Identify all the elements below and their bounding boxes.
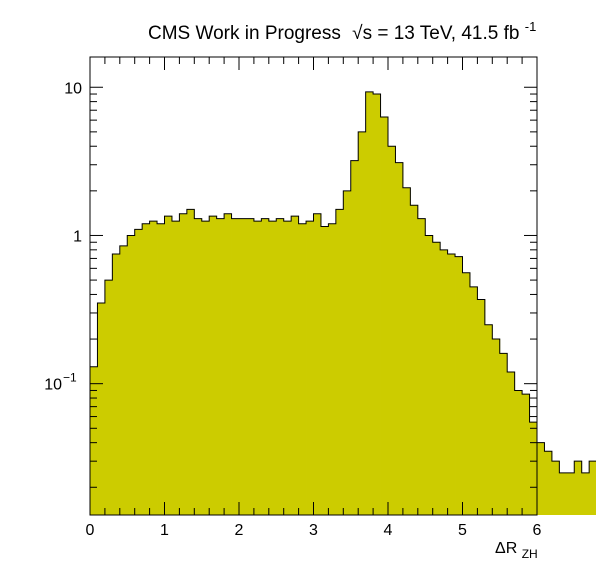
histogram-bin	[425, 235, 434, 515]
histogram-bin	[90, 366, 98, 515]
histogram-bin	[529, 422, 538, 515]
chart-title-lumi-exponent: -1	[525, 19, 537, 34]
histogram-bin	[313, 213, 322, 515]
histogram-bin	[402, 187, 411, 516]
histogram-bin	[484, 324, 493, 515]
y-tick-label-exponent: −1	[63, 371, 77, 385]
x-tick-label: 2	[235, 522, 244, 539]
histogram-bin	[574, 461, 583, 515]
histogram-bin	[231, 218, 240, 515]
histogram-bin	[350, 160, 359, 515]
histogram-bin	[298, 223, 307, 516]
chart-title-group: CMS Work in Progress √s = 13 TeV, 41.5 f…	[148, 19, 536, 44]
histogram-bin	[157, 223, 165, 516]
histogram-bin	[581, 472, 590, 515]
histogram-bin	[239, 218, 247, 515]
chart-title: CMS Work in Progress	[148, 23, 341, 44]
histogram-bin	[589, 461, 596, 515]
x-tick-label: 5	[458, 522, 467, 539]
histogram-bin	[537, 442, 545, 515]
histogram-bin	[469, 286, 478, 515]
histogram-bin	[171, 221, 180, 515]
histogram-bin	[261, 218, 270, 515]
chart-title-energy-lumi: √s = 13 TeV, 41.5 fb	[352, 23, 519, 44]
y-tick-label: 10	[44, 377, 62, 394]
histogram-bin	[373, 94, 381, 516]
histogram-bin	[514, 390, 523, 515]
histogram-bin	[209, 216, 218, 515]
histogram-bin	[224, 213, 232, 515]
histogram-bin	[358, 131, 367, 515]
histogram-bin	[559, 472, 568, 515]
histogram-bin	[194, 218, 203, 515]
histogram-bin	[507, 371, 516, 515]
histogram-bin	[283, 221, 292, 515]
x-tick-label: 6	[533, 522, 542, 539]
histogram-bin	[253, 221, 262, 515]
y-tick-label: 1	[73, 228, 82, 245]
x-tick-label: 3	[309, 522, 318, 539]
histogram-bin	[544, 451, 553, 515]
x-tick-label: 0	[86, 522, 95, 539]
histogram-bin	[216, 218, 225, 515]
histogram-bin	[388, 146, 396, 515]
histogram-bin	[291, 216, 299, 515]
histogram-bin	[149, 221, 158, 515]
histogram-bin	[395, 162, 404, 515]
histogram-bin	[164, 216, 173, 515]
histogram-bin	[119, 245, 128, 515]
histogram-bin	[201, 221, 210, 515]
histogram-bin	[246, 218, 255, 515]
histogram-bin	[477, 299, 486, 515]
y-tick-label: 10	[64, 80, 82, 97]
histogram-bin	[320, 226, 329, 515]
histogram-bin	[410, 205, 419, 515]
histogram-bin	[447, 253, 456, 515]
histogram-bin	[343, 190, 352, 516]
histogram-bin	[276, 218, 285, 515]
histogram-bin	[142, 223, 150, 516]
x-tick-label: 1	[160, 522, 169, 539]
histogram-bin	[380, 116, 389, 515]
histogram-bin	[492, 339, 501, 515]
histogram-bin	[134, 229, 143, 516]
histogram-bin	[365, 91, 374, 516]
histogram-bin	[328, 223, 337, 516]
histogram-bin	[335, 209, 344, 515]
histogram-bin	[522, 394, 530, 515]
x-axis-label: ΔR	[495, 540, 517, 557]
histogram-bin	[455, 256, 463, 515]
histogram-bin	[112, 253, 121, 515]
x-axis-label-subscript: ZH	[522, 547, 538, 561]
histogram-bin	[551, 461, 560, 515]
histogram-bin	[432, 242, 441, 515]
x-tick-label: 4	[384, 522, 393, 539]
histogram-bin	[179, 213, 188, 515]
histogram-bin	[97, 303, 106, 515]
histogram-bin	[268, 221, 277, 515]
x-axis-label-group: ΔR ZH	[495, 540, 538, 561]
plot-area	[89, 91, 596, 516]
histogram-bin	[127, 235, 136, 515]
histogram-bin	[104, 280, 113, 515]
histogram-bin	[306, 221, 314, 515]
histogram-bin	[186, 209, 195, 515]
histogram-bin	[566, 472, 575, 515]
histogram-bin	[499, 353, 508, 515]
histogram-bin	[440, 249, 448, 515]
histogram-bin	[417, 218, 426, 515]
histogram-outline	[89, 91, 596, 515]
histogram-bin	[462, 272, 471, 515]
